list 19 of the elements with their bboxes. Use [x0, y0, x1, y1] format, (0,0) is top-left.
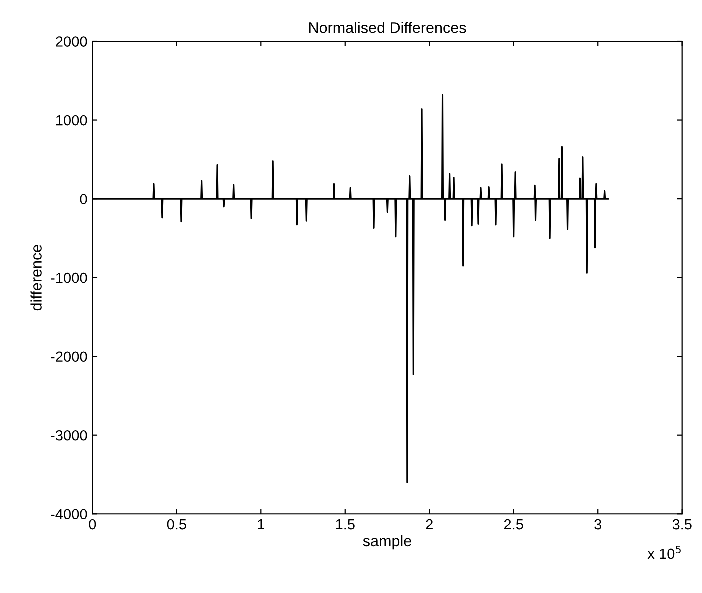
x-tick-label: 0.5 [167, 519, 186, 530]
x-tick-label: 2 [426, 519, 433, 530]
y-tick-label: -1000 [51, 272, 88, 284]
y-tick-label: -4000 [51, 509, 88, 520]
x-tick-label: 3.5 [672, 519, 692, 530]
y-tick-label: 2000 [56, 36, 88, 47]
text: x 10$^{5}$ [648, 546, 681, 560]
x-tick-label: 2.5 [504, 519, 524, 530]
y-tick-label: 1000 [56, 115, 88, 126]
y-tick-label: -3000 [51, 430, 88, 441]
y-tick-label: -2000 [51, 352, 88, 362]
y-axis-title: difference [30, 245, 42, 311]
chart-title: Normalised Differences [310, 22, 466, 34]
x-axis-title: sample [363, 535, 412, 550]
y-tick-label: 0 [80, 194, 88, 204]
x-tick-label: 1 [258, 520, 264, 530]
x-tick-label: 1.5 [336, 520, 355, 530]
x-tick-label: 3 [594, 519, 602, 530]
x-tick-label: 0 [89, 519, 96, 530]
